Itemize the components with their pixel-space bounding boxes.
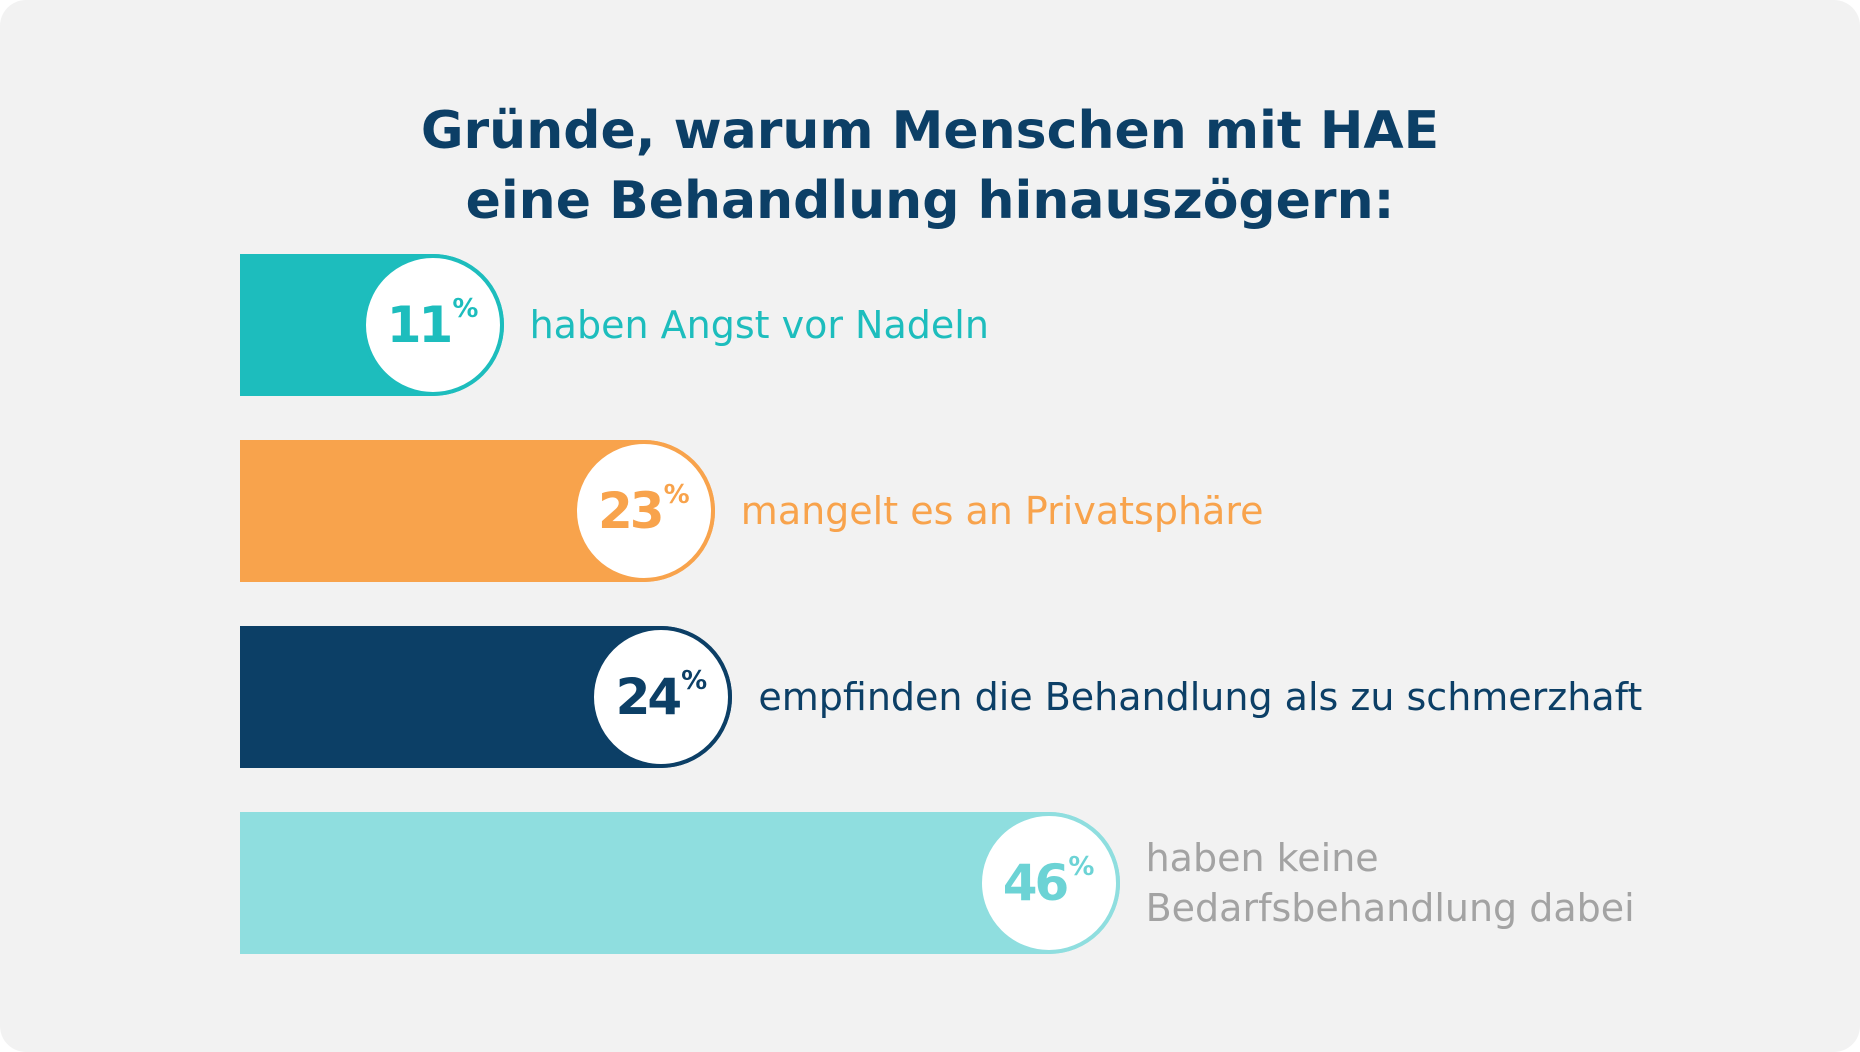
bar-label-line: empfinden die Behandlung als zu schmerzh… [758,675,1643,719]
bar-2: 23% [240,440,715,582]
bar-label: haben Angst vor Nadeln [530,300,989,350]
bar-label-line: haben Angst vor Nadeln [529,303,989,347]
bar-4: 46% [240,812,1120,954]
percent-sign: % [663,480,690,510]
percent-sign: % [681,666,708,696]
value-label: 46 [1002,854,1070,912]
title-line-2: eine Behandlung hinauszögern: [465,171,1395,231]
bar-3: 24% [240,626,733,768]
value-badge: 23% [572,440,715,582]
value-badge: 24% [590,626,733,768]
bar-label: mangelt es an Privatsphäre [741,486,1264,536]
bar-label-line: Bedarfsbehandlung dabei [1145,886,1635,930]
value-label: 11 [386,296,454,354]
bar-label-line: mangelt es an Privatsphäre [740,489,1264,533]
value-badge: 46% [977,812,1120,954]
value-badge: 11% [361,254,504,396]
percent-sign: % [1068,852,1095,882]
value-label: 24 [615,668,683,726]
bar-label: empfinden die Behandlung als zu schmerzh… [758,672,1642,722]
chart-title: Gründe, warum Menschen mit HAE eine Beha… [0,96,1860,236]
percent-sign: % [452,294,479,324]
value-label: 23 [597,482,665,540]
bar-label: haben keine Bedarfsbehandlung dabei [1146,833,1635,933]
bar-label-line: haben keine [1145,836,1379,880]
title-line-1: Gründe, warum Menschen mit HAE [420,101,1440,161]
bar-1: 11% [240,254,504,396]
